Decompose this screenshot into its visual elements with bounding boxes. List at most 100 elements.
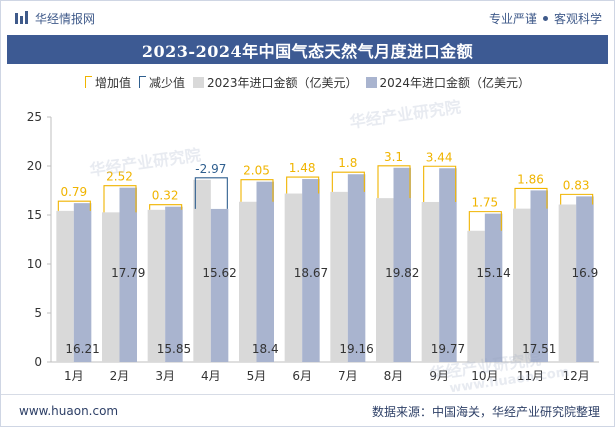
value-label-2024-11: 17.51 [522, 342, 556, 356]
change-bracket-9 [423, 165, 457, 202]
change-bracket-10 [468, 211, 502, 231]
bar-2024-1 [73, 203, 92, 362]
change-bracket-12 [560, 193, 594, 205]
value-label-2024-2: 17.79 [111, 266, 145, 280]
bar-2023-12 [558, 204, 577, 362]
brand: 华经情报网 [15, 10, 95, 27]
brand-logo-icon [15, 11, 29, 25]
x-tick-label-11: 11月 [517, 369, 544, 383]
bar-2024-2 [119, 187, 137, 362]
bar-2024-4 [210, 208, 229, 362]
legend-2024-label: 2024年进口金额（亿美元） [379, 75, 531, 90]
change-label-4: -2.97 [195, 162, 226, 176]
change-label-2: 2.52 [106, 170, 133, 184]
change-label-11: 1.86 [517, 172, 544, 186]
bar-2024-7 [347, 174, 366, 362]
x-tick-label-7: 7月 [338, 369, 358, 383]
slogan-right: 客观科学 [553, 11, 602, 26]
bar-2023-9 [421, 201, 440, 362]
bar-2024-11 [530, 190, 548, 362]
y-tick-label-3: 15 [27, 208, 42, 222]
legend-decrease: 减少值 [138, 74, 185, 91]
value-label-2024-10: 15.14 [476, 266, 510, 280]
change-label-3: 0.32 [152, 189, 179, 203]
legend-increase-label: 增加值 [94, 75, 131, 90]
bar-2024-9 [439, 168, 457, 362]
x-tick-label-5: 5月 [247, 369, 267, 383]
legend-increase: 增加值 [84, 74, 131, 91]
slogan-left: 专业严谨 [488, 11, 537, 26]
bar-2023-11 [513, 208, 531, 362]
slogan-dot-icon [542, 15, 548, 21]
legend-2023-label: 2023年进口金额（亿美元） [206, 75, 358, 90]
value-label-2024-8: 19.82 [385, 266, 419, 280]
change-bracket-6 [286, 176, 320, 194]
legend: 增加值 减少值 2023年进口金额（亿美元） 2024年进口金额（亿美元） [1, 71, 614, 93]
change-label-10: 1.75 [471, 196, 498, 210]
top-bar: 华经情报网 专业严谨 客观科学 [1, 1, 614, 35]
value-label-2024-4: 15.62 [202, 266, 236, 280]
bar-2024-8 [393, 167, 411, 362]
legend-2024-swatch [365, 76, 377, 88]
footer: www.huaon.com 数据来源：中国海关，华经产业研究院整理 [1, 394, 614, 427]
change-bracket-7 [331, 171, 365, 192]
legend-decrease-label: 减少值 [148, 75, 185, 90]
bar-2023-6 [284, 193, 303, 362]
value-label-2024-12: 16.9 [572, 266, 599, 280]
change-bracket-1 [57, 200, 91, 211]
x-tick-label-8: 8月 [384, 369, 404, 383]
bar-2024-6 [302, 179, 320, 362]
value-label-2024-7: 19.16 [339, 342, 373, 356]
chart-title: 2023-2024年中国气态天然气月度进口金额 [141, 41, 474, 61]
bar-2024-12 [576, 196, 594, 362]
change-bracket-8 [377, 165, 411, 199]
bar-2023-5 [239, 201, 257, 362]
legend-2024: 2024年进口金额（亿美元） [365, 74, 531, 91]
change-bracket-3 [149, 204, 183, 210]
x-tick-label-10: 10月 [471, 369, 498, 383]
legend-2023-swatch [192, 76, 204, 88]
slogan: 专业严谨 客观科学 [489, 10, 602, 27]
legend-increase-swatch [84, 76, 92, 88]
x-tick-label-12: 12月 [563, 369, 590, 383]
title-band: 2023-2024年中国气态天然气月度进口金额 [7, 35, 608, 64]
change-bracket-2 [103, 185, 137, 213]
change-label-8: 3.1 [384, 150, 403, 164]
value-label-2024-3: 15.85 [157, 342, 191, 356]
x-tick-label-4: 4月 [201, 369, 221, 383]
x-tick-label-6: 6月 [292, 369, 312, 383]
bar-2023-10 [467, 230, 485, 362]
value-label-2024-9: 19.77 [431, 342, 465, 356]
value-label-2024-5: 18.4 [252, 342, 279, 356]
x-tick-label-3: 3月 [155, 369, 175, 383]
change-label-9: 3.44 [426, 150, 453, 164]
change-bracket-11 [514, 187, 548, 209]
change-label-5: 2.05 [243, 164, 270, 178]
bar-2023-3 [147, 209, 166, 362]
bar-2023-8 [376, 198, 394, 362]
change-label-1: 0.79 [60, 185, 87, 199]
y-tick-label-2: 10 [27, 257, 42, 271]
value-label-2024-1: 16.21 [65, 342, 99, 356]
bar-2024-5 [256, 181, 274, 362]
y-tick-label-1: 5 [34, 306, 42, 320]
bar-2023-4 [193, 179, 211, 362]
bar-2024-3 [165, 206, 183, 362]
y-tick-label-4: 20 [27, 159, 42, 173]
bar-2023-1 [56, 210, 74, 362]
value-label-2024-6: 18.67 [294, 266, 328, 280]
x-tick-label-1: 1月 [64, 369, 84, 383]
y-tick-label-5: 25 [27, 110, 42, 124]
bar-2023-2 [102, 212, 120, 362]
change-label-12: 0.83 [563, 178, 590, 192]
change-label-7: 1.8 [338, 156, 357, 170]
brand-name: 华经情报网 [35, 11, 96, 26]
footer-url: www.huaon.com [19, 404, 119, 418]
change-bracket-4 [194, 177, 228, 209]
change-label-6: 1.48 [289, 161, 316, 175]
y-tick-label-0: 0 [34, 355, 42, 369]
legend-2023: 2023年进口金额（亿美元） [192, 74, 358, 91]
bar-2023-7 [330, 191, 348, 362]
bar-chart: 0 5 10 15 20 25 0.79 16.21 1月 2.52 17.79 2月 0.32 15.8… [27, 110, 599, 383]
